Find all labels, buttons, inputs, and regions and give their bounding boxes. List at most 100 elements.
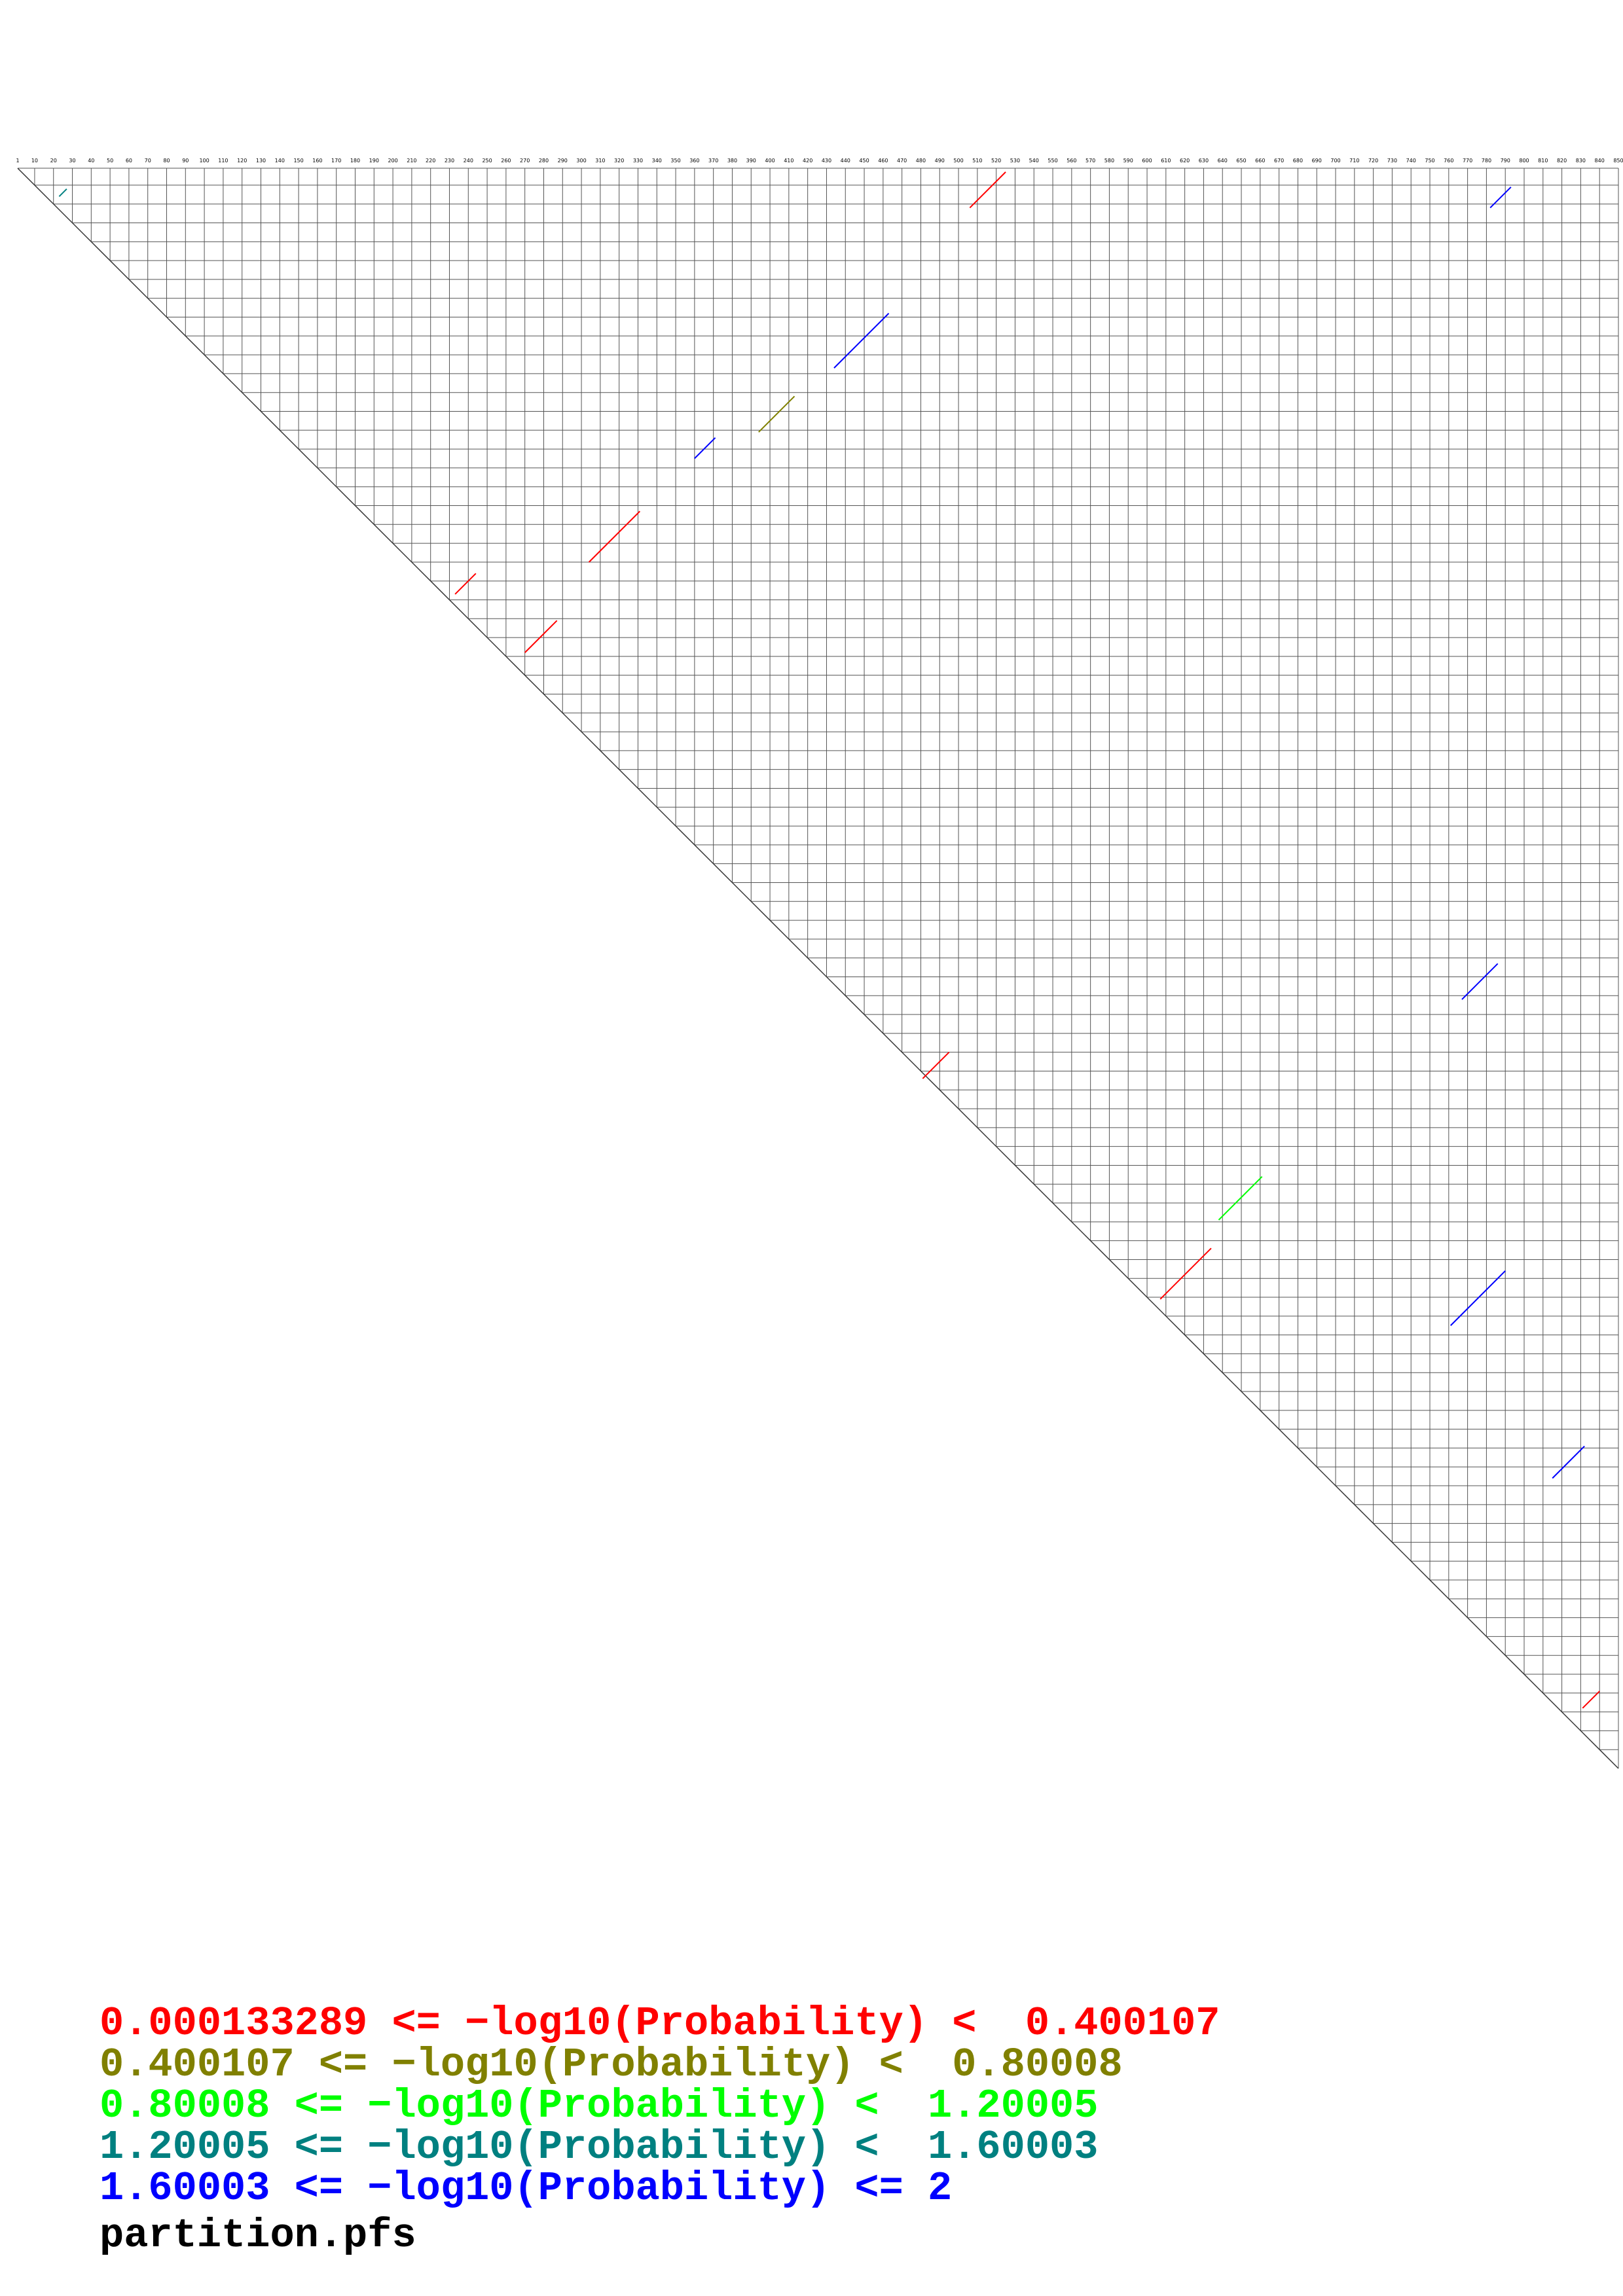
helix [922, 1051, 950, 1079]
x-tick-label: 830 [1576, 158, 1586, 164]
x-tick-label: 310 [595, 158, 605, 164]
x-tick-label: 80 [163, 158, 170, 164]
diagonal [17, 168, 1619, 1769]
x-tick-label: 260 [501, 158, 511, 164]
x-tick-label: 240 [464, 158, 473, 164]
x-tick-label: 180 [350, 158, 360, 164]
x-tick-label: 480 [916, 158, 926, 164]
x-tick-label: 700 [1330, 158, 1340, 164]
x-tick-label: 720 [1368, 158, 1378, 164]
x-tick-label: 410 [784, 158, 793, 164]
legend-entry: 0.000133289 <= −log10(Probability) < 0.4… [100, 2000, 1220, 2047]
x-tick-label: 510 [972, 158, 982, 164]
x-tick-label: 810 [1538, 158, 1548, 164]
legend-entry: 0.400107 <= −log10(Probability) < 0.8000… [100, 2041, 1123, 2088]
x-tick-label: 650 [1236, 158, 1246, 164]
x-tick-label: 210 [407, 158, 416, 164]
x-tick-label: 780 [1482, 158, 1491, 164]
x-tick-label: 670 [1274, 158, 1284, 164]
x-tick-label: 40 [88, 158, 94, 164]
x-tick-label: 160 [312, 158, 322, 164]
x-tick-label: 1 [16, 158, 19, 164]
helix [58, 188, 67, 197]
x-tick-label: 70 [145, 158, 151, 164]
x-tick-label: 100 [199, 158, 209, 164]
x-tick-label: 600 [1142, 158, 1152, 164]
x-tick-label: 390 [746, 158, 756, 164]
x-tick-label: 570 [1085, 158, 1095, 164]
x-tick-label: 740 [1406, 158, 1416, 164]
helix [1582, 1691, 1600, 1709]
helix [1489, 187, 1512, 209]
helix [524, 620, 558, 653]
x-tick-label: 520 [991, 158, 1001, 164]
x-tick-label: 380 [727, 158, 737, 164]
legend-entry: 1.20005 <= −log10(Probability) < 1.60003 [100, 2124, 1098, 2170]
helix [1159, 1247, 1212, 1300]
x-tick-label: 850 [1613, 158, 1623, 164]
x-tick-label: 350 [670, 158, 680, 164]
x-tick-label: 530 [1010, 158, 1020, 164]
x-tick-label: 820 [1557, 158, 1567, 164]
x-tick-label: 690 [1312, 158, 1322, 164]
x-tick-label: 200 [388, 158, 397, 164]
helix [1461, 963, 1499, 1000]
helix [833, 313, 890, 368]
x-tick-label: 800 [1519, 158, 1529, 164]
x-tick-label: 730 [1387, 158, 1397, 164]
helix [454, 573, 477, 595]
x-tick-label: 620 [1180, 158, 1190, 164]
x-tick-label: 610 [1161, 158, 1171, 164]
x-tick-label: 490 [935, 158, 945, 164]
helix [1552, 1445, 1585, 1479]
x-tick-label: 460 [878, 158, 888, 164]
x-tick-label: 30 [69, 158, 75, 164]
x-tick-label: 470 [897, 158, 907, 164]
x-tick-label: 550 [1048, 158, 1057, 164]
x-tick-label: 560 [1067, 158, 1076, 164]
x-tick-label: 770 [1463, 158, 1472, 164]
x-tick-label: 330 [633, 158, 643, 164]
x-tick-label: 170 [331, 158, 341, 164]
x-tick-label: 230 [445, 158, 454, 164]
x-tick-label: 370 [708, 158, 718, 164]
x-tick-label: 540 [1029, 158, 1039, 164]
x-tick-label: 90 [182, 158, 189, 164]
x-tick-label: 140 [275, 158, 285, 164]
x-tick-label: 450 [859, 158, 869, 164]
x-tick-label: 790 [1501, 158, 1510, 164]
helix [1218, 1176, 1263, 1221]
legend-entry: 1.60003 <= −log10(Probability) <= 2 [100, 2165, 952, 2212]
x-tick-label: 130 [256, 158, 266, 164]
helix [694, 437, 716, 459]
x-tick-label: 320 [614, 158, 624, 164]
x-tick-label: 440 [841, 158, 850, 164]
x-tick-label: 430 [822, 158, 831, 164]
x-tick-label: 50 [107, 158, 113, 164]
x-tick-label: 280 [539, 158, 549, 164]
x-tick-label: 20 [50, 158, 57, 164]
x-tick-label: 630 [1199, 158, 1209, 164]
helix [758, 395, 795, 433]
legend-entry: 0.80008 <= −log10(Probability) < 1.20005 [100, 2083, 1098, 2129]
x-tick-label: 110 [218, 158, 228, 164]
x-tick-label: 290 [558, 158, 568, 164]
helix [588, 511, 641, 563]
x-tick-label: 750 [1425, 158, 1434, 164]
x-tick-label: 580 [1104, 158, 1114, 164]
helix [1450, 1270, 1506, 1326]
x-tick-label: 300 [576, 158, 586, 164]
x-tick-label: 150 [293, 158, 303, 164]
x-tick-label: 220 [426, 158, 435, 164]
x-tick-label: 250 [482, 158, 492, 164]
x-tick-label: 120 [237, 158, 247, 164]
x-tick-label: 710 [1349, 158, 1359, 164]
x-tick-label: 60 [126, 158, 132, 164]
x-tick-label: 420 [803, 158, 812, 164]
x-tick-label: 190 [369, 158, 379, 164]
helix [969, 171, 1006, 209]
x-tick-label: 660 [1255, 158, 1265, 164]
x-tick-label: 340 [652, 158, 662, 164]
x-tick-label: 760 [1444, 158, 1453, 164]
